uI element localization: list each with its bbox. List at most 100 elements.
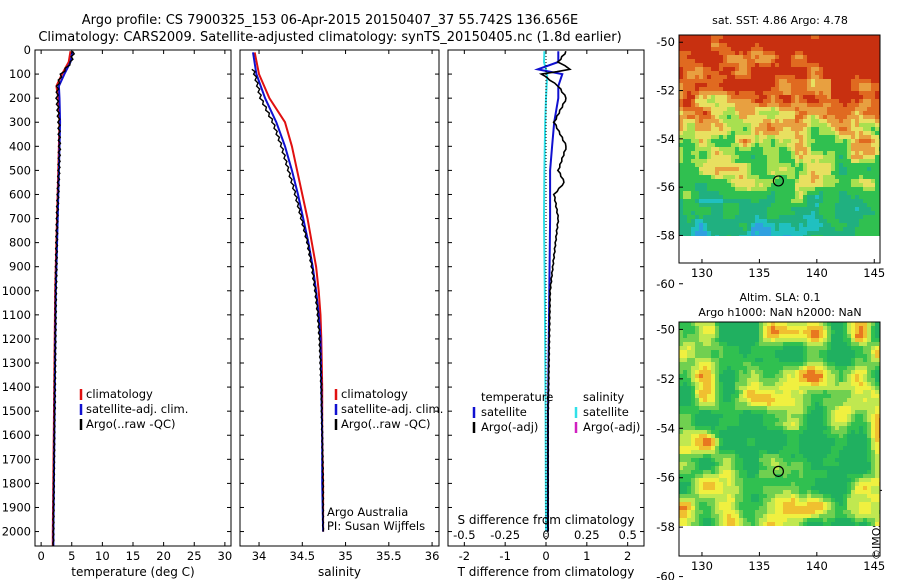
x-axis-label: temperature (deg C) [71, 565, 194, 579]
legend-entry: satellite-adj. clim. [341, 402, 443, 416]
x-tick-label: 36 [425, 549, 440, 563]
x-axis-label: T difference from climatology [457, 565, 635, 579]
y-tick-label: 400 [9, 139, 31, 153]
profile-series-argo [52, 50, 76, 546]
y-tick-label: 900 [9, 260, 31, 274]
map-y-tick-label: -58 [656, 520, 675, 534]
x-tick-label: 35 [338, 549, 353, 563]
map-x-tick-label: 140 [806, 559, 828, 573]
legend-entry: climatology [86, 387, 153, 401]
temp-satellite-line [534, 51, 564, 532]
y-tick-label: 1100 [2, 308, 31, 322]
legend-entry: satellite [481, 405, 527, 419]
y-tick-label: 800 [9, 236, 31, 250]
x2-tick-label: -0.5 [453, 528, 475, 542]
argo-location-marker [772, 175, 785, 187]
panel-annotation: PI: Susan Wijffels [327, 519, 425, 533]
map-y-tick-label: -50 [656, 322, 675, 336]
x-tick-label: 2 [624, 549, 631, 563]
map-y-tick-label: -60 [656, 570, 675, 580]
y-tick-label: 1500 [2, 404, 31, 418]
map-x-tick-label: 145 [863, 266, 885, 280]
map-field-sla [679, 322, 880, 526]
y-tick-label: 300 [9, 115, 31, 129]
temp-argo-line [538, 50, 572, 532]
map-y-tick-label: -54 [656, 132, 675, 146]
map-y-tick-label: -50 [656, 35, 675, 49]
panel-annotation: Argo Australia [327, 505, 408, 519]
map-y-tick-label: -52 [656, 84, 675, 98]
panel-frame-1 [239, 49, 440, 547]
y-tick-label: 500 [9, 163, 31, 177]
profile-series-satellite [252, 52, 325, 532]
map-x-tick-label: 145 [863, 559, 885, 573]
sla-map-title: Altim. SLA: 0.1 [739, 291, 821, 304]
map-y-tick-label: -56 [656, 471, 675, 485]
x-tick-label: 30 [218, 549, 233, 563]
y-tick-label: 1200 [2, 332, 31, 346]
x-axis-label: salinity [318, 565, 361, 579]
y-tick-label: 1000 [2, 284, 31, 298]
x-tick-label: -1 [499, 549, 510, 563]
profile-series-argo [251, 68, 325, 532]
y-tick-label: 1900 [2, 500, 31, 514]
legend-entry: climatology [341, 387, 408, 401]
legend-entry: Argo(..raw -QC) [341, 417, 431, 431]
argo-location-marker [772, 465, 785, 477]
legend-entry: temperature [481, 390, 553, 404]
x-tick-label: 5 [68, 549, 75, 563]
legend-entry: Argo(-adj) [481, 420, 538, 434]
x-tick-label: 25 [187, 549, 202, 563]
sla-map-subtitle: Argo h1000: NaN h2000: NaN [698, 306, 862, 319]
y-tick-label: 600 [9, 187, 31, 201]
map-y-tick-label: -60 [656, 277, 675, 291]
chart-title-line1: Argo profile: CS 7900325_153 06-Apr-2015… [81, 13, 579, 28]
x-tick-label: 34.5 [289, 549, 315, 563]
x2-tick-label: -0.25 [490, 528, 520, 542]
x-tick-label: 10 [95, 549, 110, 563]
x2-tick-label: 0 [542, 528, 549, 542]
y-tick-label: 2000 [2, 525, 31, 539]
x2-tick-label: 0.5 [619, 528, 637, 542]
legend-entry: satellite [583, 405, 629, 419]
legend-entry: salinity [583, 390, 624, 404]
y-tick-label: 0 [24, 43, 31, 57]
y-tick-label: 1800 [2, 476, 31, 490]
x-tick-label: 35.5 [376, 549, 402, 563]
sst-map-title: sat. SST: 4.86 Argo: 4.78 [712, 14, 848, 27]
y-tick-label: 1300 [2, 356, 31, 370]
y-tick-label: 1400 [2, 380, 31, 394]
y-tick-label: 200 [9, 91, 31, 105]
map-x-tick-label: 135 [748, 559, 770, 573]
x-tick-label: 15 [126, 549, 141, 563]
map-frame-sla [678, 321, 881, 557]
map-y-tick-label: -56 [656, 180, 675, 194]
chart-title-line2: Climatology: CARS2009. Satellite-adjuste… [38, 30, 622, 45]
y-tick-label: 1600 [2, 428, 31, 442]
x-tick-label: 0 [37, 549, 44, 563]
x-tick-label: 1 [583, 549, 590, 563]
y-tick-label: 700 [9, 212, 31, 226]
y-tick-label: 1700 [2, 452, 31, 466]
map-x-tick-label: 135 [748, 266, 770, 280]
map-x-tick-label: 140 [806, 266, 828, 280]
map-x-tick-label: 130 [691, 266, 713, 280]
y-tick-label: 100 [9, 67, 31, 81]
map-frame-sst [678, 34, 881, 264]
map-y-tick-label: -58 [656, 228, 675, 242]
legend-entry: Argo(-adj) [583, 420, 640, 434]
x2-axis-label: S difference from climatology [458, 513, 635, 527]
panel-frame-0 [34, 49, 232, 547]
legend-entry: satellite-adj. clim. [86, 402, 188, 416]
sal-satellite-line [542, 51, 549, 532]
map-field-sst [679, 35, 880, 236]
profile-series-climatology [253, 52, 325, 532]
map-y-tick-label: -54 [656, 421, 675, 435]
map-x-tick-label: 130 [691, 559, 713, 573]
map-y-tick-label: -52 [656, 372, 675, 386]
x2-tick-label: 0.25 [574, 528, 600, 542]
x-tick-label: 34 [252, 549, 267, 563]
x-tick-label: 0 [542, 549, 549, 563]
x-tick-label: -2 [459, 549, 470, 563]
